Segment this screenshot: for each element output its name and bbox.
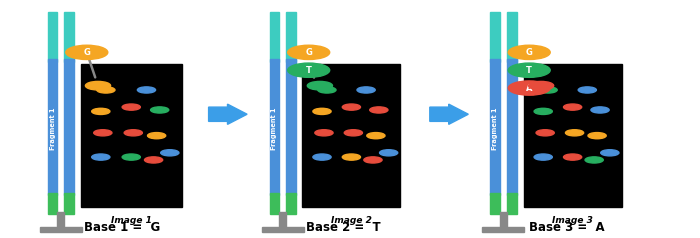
- Circle shape: [307, 81, 332, 90]
- Circle shape: [536, 130, 554, 136]
- Text: G: G: [305, 48, 312, 57]
- Bar: [286, 12, 296, 62]
- Bar: [48, 12, 57, 62]
- Circle shape: [318, 87, 336, 93]
- Circle shape: [137, 87, 155, 93]
- Bar: [490, 12, 500, 62]
- Circle shape: [367, 133, 385, 139]
- Bar: [482, 227, 524, 232]
- Circle shape: [578, 87, 596, 93]
- Circle shape: [379, 150, 398, 156]
- Bar: [490, 60, 500, 195]
- Circle shape: [564, 154, 582, 160]
- Circle shape: [539, 87, 557, 93]
- Bar: [262, 227, 304, 232]
- Text: Fragment 1: Fragment 1: [492, 107, 498, 150]
- Bar: [286, 193, 296, 214]
- Bar: [57, 212, 64, 228]
- Bar: [64, 12, 74, 62]
- Text: T: T: [306, 66, 312, 75]
- Circle shape: [601, 150, 619, 156]
- Circle shape: [591, 107, 609, 113]
- Bar: [64, 60, 74, 195]
- Circle shape: [288, 63, 330, 77]
- Bar: [524, 64, 622, 207]
- Bar: [270, 60, 279, 195]
- Text: Base 3 =  A: Base 3 = A: [529, 221, 605, 234]
- Bar: [270, 193, 279, 214]
- Circle shape: [534, 154, 552, 160]
- Text: Image 2: Image 2: [331, 216, 372, 225]
- Circle shape: [585, 157, 603, 163]
- Text: A: A: [526, 84, 533, 93]
- Circle shape: [161, 150, 179, 156]
- Circle shape: [364, 157, 382, 163]
- Circle shape: [313, 108, 331, 114]
- Circle shape: [342, 104, 360, 110]
- Bar: [48, 60, 57, 195]
- Circle shape: [97, 87, 115, 93]
- Bar: [64, 193, 74, 214]
- Circle shape: [94, 130, 112, 136]
- Circle shape: [508, 81, 550, 95]
- Bar: [279, 212, 286, 228]
- FancyArrow shape: [209, 104, 247, 124]
- Circle shape: [148, 133, 166, 139]
- Bar: [507, 12, 517, 62]
- Circle shape: [528, 81, 554, 90]
- Circle shape: [92, 108, 110, 114]
- Circle shape: [66, 45, 108, 60]
- FancyArrow shape: [430, 104, 468, 124]
- Circle shape: [508, 45, 550, 60]
- Bar: [48, 193, 57, 214]
- Bar: [507, 60, 517, 195]
- Circle shape: [122, 154, 141, 160]
- Circle shape: [534, 108, 552, 114]
- Text: Fragment 1: Fragment 1: [50, 107, 55, 150]
- Bar: [286, 60, 296, 195]
- Bar: [80, 64, 182, 207]
- Circle shape: [344, 130, 363, 136]
- Text: Base 1 =  G: Base 1 = G: [85, 221, 160, 234]
- Circle shape: [122, 104, 141, 110]
- Circle shape: [370, 107, 388, 113]
- Text: G: G: [83, 48, 90, 57]
- Text: Image 1: Image 1: [111, 216, 152, 225]
- Circle shape: [313, 154, 331, 160]
- Circle shape: [566, 130, 584, 136]
- Bar: [507, 193, 517, 214]
- Bar: [490, 193, 500, 214]
- Text: T: T: [526, 66, 532, 75]
- Circle shape: [508, 63, 550, 77]
- Circle shape: [357, 87, 375, 93]
- Text: Fragment 1: Fragment 1: [272, 107, 277, 150]
- Circle shape: [588, 133, 606, 139]
- Bar: [500, 212, 507, 228]
- Circle shape: [342, 154, 360, 160]
- Circle shape: [315, 130, 333, 136]
- Text: Base 2 =  T: Base 2 = T: [306, 221, 380, 234]
- Circle shape: [144, 157, 162, 163]
- Circle shape: [288, 45, 330, 60]
- Circle shape: [85, 81, 111, 90]
- Text: G: G: [526, 48, 533, 57]
- Circle shape: [92, 154, 110, 160]
- Bar: [302, 64, 400, 207]
- Bar: [40, 227, 82, 232]
- Circle shape: [564, 104, 582, 110]
- Circle shape: [124, 130, 142, 136]
- Bar: [270, 12, 279, 62]
- Circle shape: [150, 107, 169, 113]
- Text: Image 3: Image 3: [552, 216, 593, 225]
